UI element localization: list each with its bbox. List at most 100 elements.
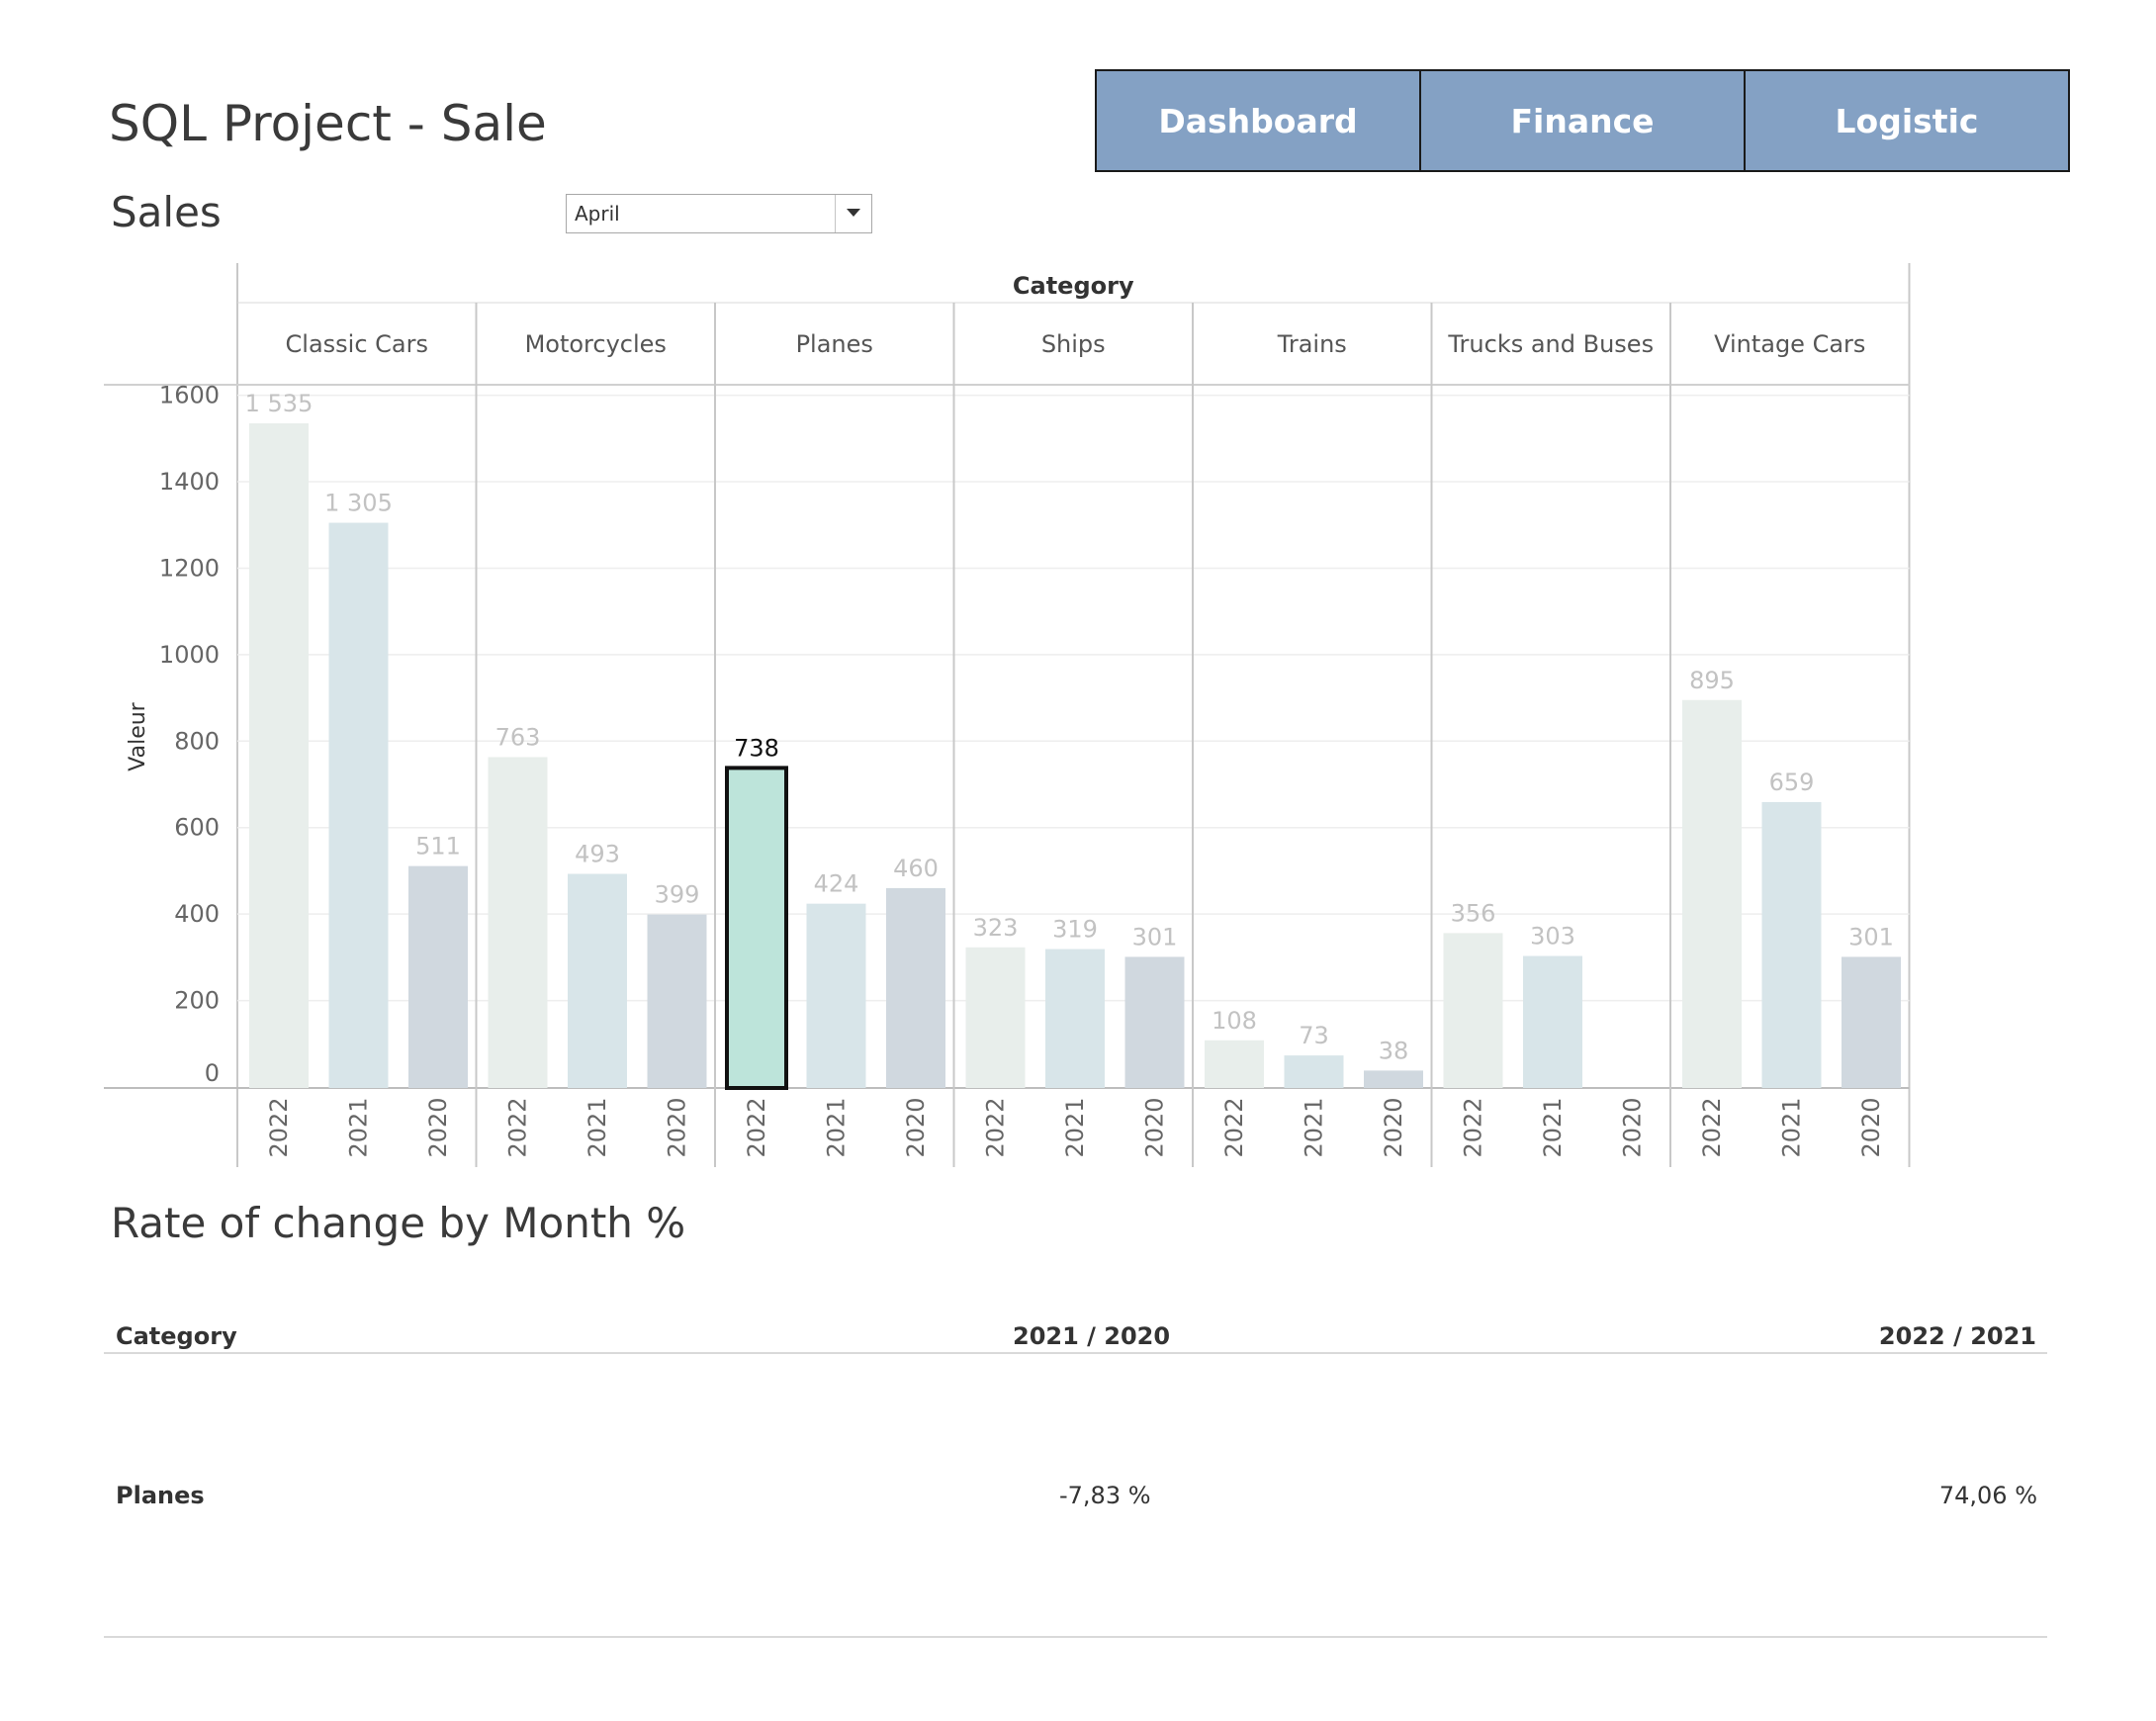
bar-motorcycles-2020 xyxy=(647,914,707,1088)
row-rate-2022-2021: 74,06 % xyxy=(1938,1482,2037,1509)
data-label: 356 xyxy=(1451,899,1496,927)
bar-classic-cars-2020 xyxy=(408,865,468,1088)
data-label: 460 xyxy=(893,855,939,882)
chevron-down-icon xyxy=(847,209,860,217)
nav-bar: Dashboard Finance Logistic xyxy=(1095,69,2070,172)
data-label: 1 535 xyxy=(245,390,314,417)
sales-bar-chart: Category 0 200 400 600 800 1000 1200 1400 1600 Val… xyxy=(104,263,1911,1167)
bar-trucks-and-buses-2021 xyxy=(1523,955,1582,1088)
category-header-motorcycles: Motorcycles xyxy=(525,330,667,358)
x-tick-label-year: 2021 xyxy=(345,1097,373,1157)
data-label: 319 xyxy=(1052,916,1098,944)
y-tick-label: 1400 xyxy=(159,468,220,496)
x-tick-label-year: 2022 xyxy=(265,1097,293,1157)
data-label: 301 xyxy=(1848,923,1894,951)
data-label: 108 xyxy=(1212,1007,1257,1035)
category-header-trucks-and-buses: Trucks and Buses xyxy=(1447,330,1654,358)
data-label: 738 xyxy=(734,734,779,762)
table-header-category: Category xyxy=(116,1322,237,1350)
table-header-2022-2021: 2022 / 2021 xyxy=(1878,1322,2036,1350)
y-tick-label: 200 xyxy=(174,987,220,1015)
data-label: 424 xyxy=(814,870,859,898)
bar-ships-2021 xyxy=(1045,949,1105,1088)
x-tick-label-year: 2022 xyxy=(982,1097,1010,1157)
bar-trucks-and-buses-2022 xyxy=(1443,933,1503,1088)
bar-vintage-cars-2021 xyxy=(1761,801,1822,1088)
data-label: 1 305 xyxy=(324,490,393,517)
sales-title: Sales xyxy=(111,188,222,236)
x-tick-label-year: 2021 xyxy=(584,1097,611,1157)
page-title: SQL Project - Sale xyxy=(109,95,547,152)
category-header-ships: Ships xyxy=(1041,330,1106,358)
dropdown-button[interactable] xyxy=(835,195,871,232)
bar-ships-2020 xyxy=(1124,956,1185,1088)
bar-planes-2020 xyxy=(886,887,945,1088)
table-header-2021-2020: 2021 / 2020 xyxy=(1013,1322,1171,1350)
finance-button[interactable]: Finance xyxy=(1421,71,1746,170)
y-tick-label: 400 xyxy=(174,900,220,928)
rate-of-change-title: Rate of change by Month % xyxy=(111,1199,686,1247)
x-tick-label-year: 2020 xyxy=(1141,1097,1169,1157)
x-tick-label-year: 2020 xyxy=(902,1097,930,1157)
data-label: 73 xyxy=(1299,1022,1329,1049)
logistic-button[interactable]: Logistic xyxy=(1835,101,1979,140)
x-tick-label-year: 2021 xyxy=(823,1097,851,1157)
x-tick-label-year: 2020 xyxy=(424,1097,452,1157)
bar-classic-cars-2021 xyxy=(328,522,389,1088)
row-rate-2021-2020: -7,83 % xyxy=(1059,1482,1151,1509)
category-header-classic-cars: Classic Cars xyxy=(286,330,428,358)
y-tick-label: 0 xyxy=(205,1059,220,1087)
x-tick-label-year: 2020 xyxy=(1380,1097,1407,1157)
y-tick-label: 600 xyxy=(174,814,220,842)
row-category: Planes xyxy=(116,1482,205,1509)
bar-classic-cars-2022 xyxy=(249,423,309,1088)
x-tick-label-year: 2022 xyxy=(1698,1097,1726,1157)
y-tick-label: 800 xyxy=(174,727,220,755)
data-label: 323 xyxy=(973,914,1019,942)
x-tick-label-year: 2021 xyxy=(1539,1097,1567,1157)
x-tick-label-year: 2021 xyxy=(1301,1097,1328,1157)
data-label: 763 xyxy=(495,723,541,751)
x-tick-label-year: 2022 xyxy=(1220,1097,1248,1157)
bar-motorcycles-2022 xyxy=(488,757,548,1088)
bar-trains-2022 xyxy=(1205,1040,1264,1088)
x-tick-label-year: 2021 xyxy=(1061,1097,1089,1157)
table-row: Planes -7,83 % 74,06 % xyxy=(104,1353,2047,1640)
bar-trains-2021 xyxy=(1284,1055,1344,1088)
data-label: 895 xyxy=(1689,667,1735,694)
x-tick-label-year: 2022 xyxy=(504,1097,532,1157)
data-label: 493 xyxy=(575,840,620,867)
month-filter-dropdown[interactable]: April xyxy=(566,194,872,233)
x-tick-label-year: 2021 xyxy=(1778,1097,1806,1157)
x-tick-label-year: 2022 xyxy=(743,1097,770,1157)
bar-vintage-cars-2020 xyxy=(1842,956,1901,1088)
category-header-vintage-cars: Vintage Cars xyxy=(1714,330,1865,358)
x-tick-label-year: 2020 xyxy=(1619,1097,1647,1157)
data-label: 511 xyxy=(415,833,461,860)
y-axis-label: Valeur xyxy=(126,701,150,770)
category-header-trains: Trains xyxy=(1277,330,1347,358)
bar-planes-2022 xyxy=(725,766,788,1090)
month-filter-value: April xyxy=(575,202,620,226)
y-tick-label: 1000 xyxy=(159,641,220,669)
table-bottom-divider xyxy=(104,1636,2047,1638)
category-header-planes: Planes xyxy=(796,330,873,358)
bar-ships-2022 xyxy=(965,947,1026,1088)
bar-motorcycles-2021 xyxy=(568,873,627,1088)
category-column-header: Category xyxy=(1013,272,1134,300)
y-tick-label: 1600 xyxy=(159,382,220,409)
bar-planes-2021 xyxy=(806,903,866,1088)
bar-trains-2020 xyxy=(1364,1070,1423,1088)
x-tick-label-year: 2020 xyxy=(1857,1097,1885,1157)
x-tick-label-year: 2020 xyxy=(664,1097,691,1157)
data-label: 399 xyxy=(655,881,700,909)
table-header-divider xyxy=(104,1352,2047,1354)
data-label: 303 xyxy=(1530,923,1575,951)
y-tick-label: 1200 xyxy=(159,554,220,582)
dashboard-button[interactable]: Dashboard xyxy=(1097,71,1421,170)
data-label: 659 xyxy=(1769,769,1815,796)
data-label: 38 xyxy=(1379,1037,1409,1064)
x-tick-label-year: 2022 xyxy=(1460,1097,1487,1157)
data-label: 301 xyxy=(1132,923,1178,951)
bar-vintage-cars-2022 xyxy=(1682,699,1742,1088)
